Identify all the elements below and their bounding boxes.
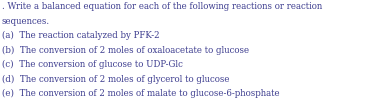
Text: (e)  The conversion of 2 moles of malate to glucose-6-phosphate: (e) The conversion of 2 moles of malate … [2,89,280,98]
Text: (d)  The conversion of 2 moles of glycerol to glucose: (d) The conversion of 2 moles of glycero… [2,75,230,84]
Text: . Write a balanced equation for each of the following reactions or reaction: . Write a balanced equation for each of … [2,2,322,11]
Text: (a)  The reaction catalyzed by PFK-2: (a) The reaction catalyzed by PFK-2 [2,31,159,40]
Text: sequences.: sequences. [2,16,50,26]
Text: (b)  The conversion of 2 moles of oxaloacetate to glucose: (b) The conversion of 2 moles of oxaloac… [2,45,249,55]
Text: (c)  The conversion of glucose to UDP-Glc: (c) The conversion of glucose to UDP-Glc [2,60,183,69]
